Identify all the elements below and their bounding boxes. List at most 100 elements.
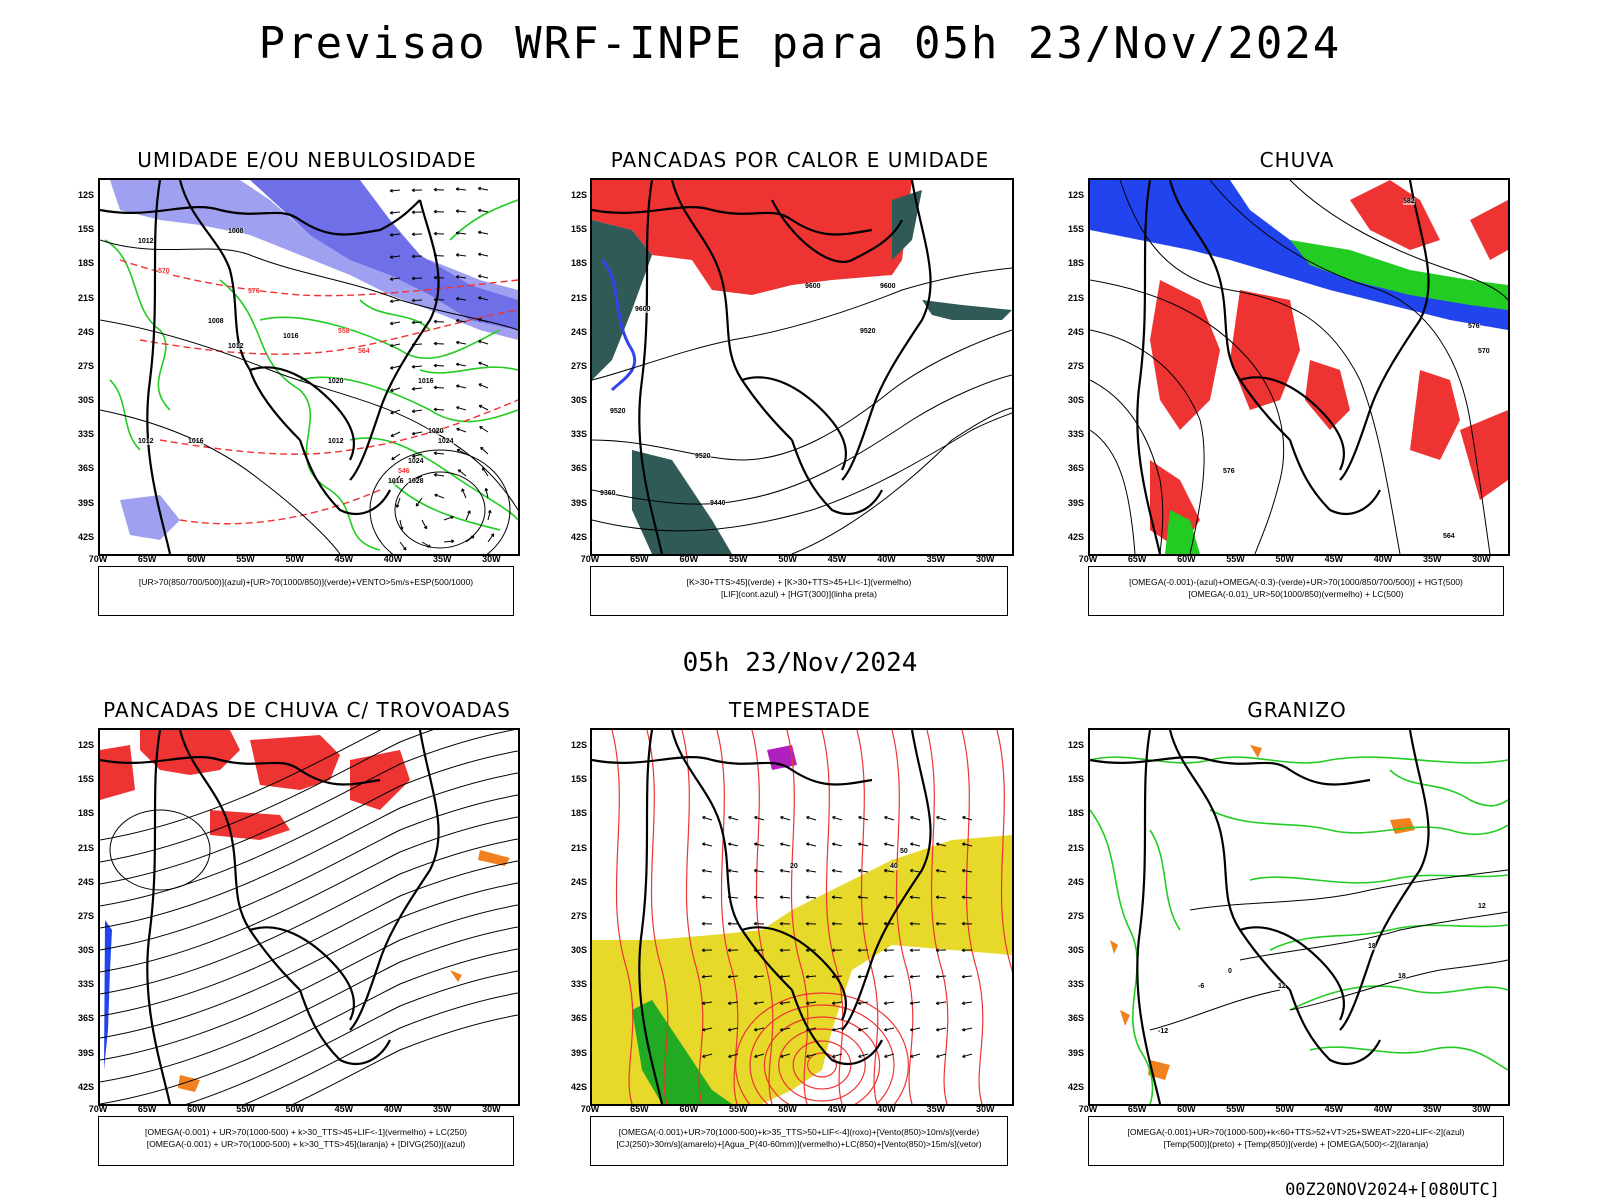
panel-5-lon-axis: 70W 65W 60W 55W 50W 45W 40W 35W 30W (581, 1104, 1010, 1116)
panel-3-lat-axis: 12S 15S 18S 21S 24S 27S 30S 33S 36S 39S 42S (1054, 178, 1084, 554)
panel-5-legend-line-1: [OMEGA(-0.001)+UR>70(1000-500)+k>35_TTS>… (618, 1127, 980, 1137)
wind-arrow (831, 895, 843, 900)
contour-value-label: 570 (1478, 348, 1490, 355)
wind-arrow (455, 275, 467, 279)
wind-arrow (909, 974, 921, 979)
streamline (100, 794, 518, 951)
contour-value-label: 1020 (428, 428, 444, 435)
wind-arrow (753, 1001, 765, 1006)
red-contour (778, 1028, 866, 1102)
lat-tick-label: 24S (1067, 876, 1084, 887)
contour-value-label: 1024 (438, 438, 454, 445)
wind-arrow (389, 343, 401, 348)
lon-tick-label: 30W (482, 554, 501, 564)
lat-tick-label: 27S (77, 910, 94, 921)
lon-tick-label: 30W (1472, 1104, 1491, 1114)
contour-value-label: 1008 (208, 318, 224, 325)
lat-tick-label: 33S (570, 979, 587, 990)
lon-tick-label: 45W (334, 554, 354, 564)
wind-arrow (727, 895, 739, 900)
wind-arrow (411, 409, 423, 413)
wind-arrow (727, 842, 739, 847)
lat-tick-label: 15S (77, 224, 94, 235)
lon-tick-label: 30W (976, 1104, 995, 1114)
wind-arrow (481, 467, 489, 477)
contour-value-label: 1012 (138, 238, 154, 245)
wind-arrow (443, 539, 455, 544)
contour-value-label: 1016 (388, 478, 404, 485)
wind-arrow (753, 842, 765, 847)
wind-arrow (390, 431, 401, 437)
lon-tick-label: 65W (1127, 554, 1147, 564)
lat-tick-label: 27S (1067, 360, 1084, 371)
panel-5-map (590, 728, 1014, 1106)
wind-arrow (857, 921, 869, 926)
wind-arrow (433, 341, 445, 346)
lat-tick-label: 12S (1067, 740, 1084, 750)
wind-arrow (456, 406, 467, 411)
lat-tick-label: 27S (77, 360, 94, 371)
lon-tick-label: 65W (630, 1104, 649, 1114)
wind-arrow (961, 948, 973, 953)
lon-tick-label: 55W (728, 1104, 748, 1114)
contour-value-label: 546 (398, 468, 410, 475)
wind-arrow (961, 921, 973, 926)
wind-arrow (753, 921, 765, 926)
lon-tick-label: 70W (1078, 1104, 1098, 1114)
wind-arrow (779, 921, 791, 926)
wind-arrow (702, 1053, 713, 1058)
contour-value-label: 1008 (228, 228, 244, 235)
lat-tick-label: 30S (570, 945, 587, 956)
lon-tick-label: 60W (679, 1104, 699, 1114)
lon-tick-label: 50W (778, 554, 797, 564)
red-contour (891, 730, 914, 1104)
lat-tick-label: 12S (77, 190, 94, 200)
wind-arrow (411, 387, 423, 391)
wind-arrow (883, 895, 895, 900)
wind-arrow (455, 340, 467, 345)
lat-tick-label: 36S (77, 463, 94, 474)
panel-3-map (1088, 178, 1510, 556)
lat-tick-label: 18S (1067, 808, 1084, 819)
wind-arrow (727, 948, 739, 953)
wind-arrow (455, 296, 467, 301)
wind-arrow (411, 320, 423, 325)
lat-tick-label: 30S (77, 945, 94, 956)
wind-arrow (455, 253, 467, 257)
wind-arrow (909, 895, 921, 900)
wind-arrow (701, 921, 713, 926)
lon-tick-label: 65W (137, 1104, 157, 1114)
red-contour (996, 730, 1012, 973)
lon-tick-label: 35W (1422, 1104, 1442, 1114)
wind-arrow (935, 974, 947, 979)
wind-arrow (480, 446, 489, 455)
wind-arrow (411, 276, 423, 281)
wind-arrow (883, 921, 895, 926)
wind-arrow (936, 1053, 947, 1058)
lon-tick-label: 55W (728, 554, 748, 564)
lat-tick-label: 39S (1067, 1047, 1084, 1058)
lon-tick-label: 45W (1324, 1104, 1344, 1114)
wind-arrow (461, 488, 467, 499)
wind-arrow (935, 842, 947, 847)
wind-arrow (857, 1027, 869, 1032)
lat-tick-label: 42S (1067, 1081, 1084, 1092)
wind-arrow (857, 1001, 869, 1006)
streamline (100, 882, 518, 1039)
contour-value-label: 1012 (328, 438, 344, 445)
red-contour (856, 730, 879, 1104)
wind-arrow (455, 187, 467, 192)
contour-value-label: 1024 (408, 458, 424, 465)
wind-arrow (433, 473, 445, 477)
wind-arrow (962, 815, 973, 821)
wind-arrow (465, 535, 475, 543)
wind-arrow (411, 431, 423, 436)
wind-arrow (421, 519, 428, 530)
wind-arrow (831, 921, 843, 926)
wind-arrow (477, 274, 489, 279)
panel-5-legend-line-2: [CJ(250)>30m/s](amarelo)+[Agua_P(40-60mm… (616, 1139, 982, 1149)
lat-tick-label: 36S (570, 463, 587, 474)
panel-2-legend-line-1: [K>30+TTS>45](verde) + [K>30+TTS>45+LI<-… (686, 577, 912, 587)
lat-tick-label: 15S (1067, 224, 1084, 235)
lon-tick-label: 45W (334, 1104, 354, 1114)
